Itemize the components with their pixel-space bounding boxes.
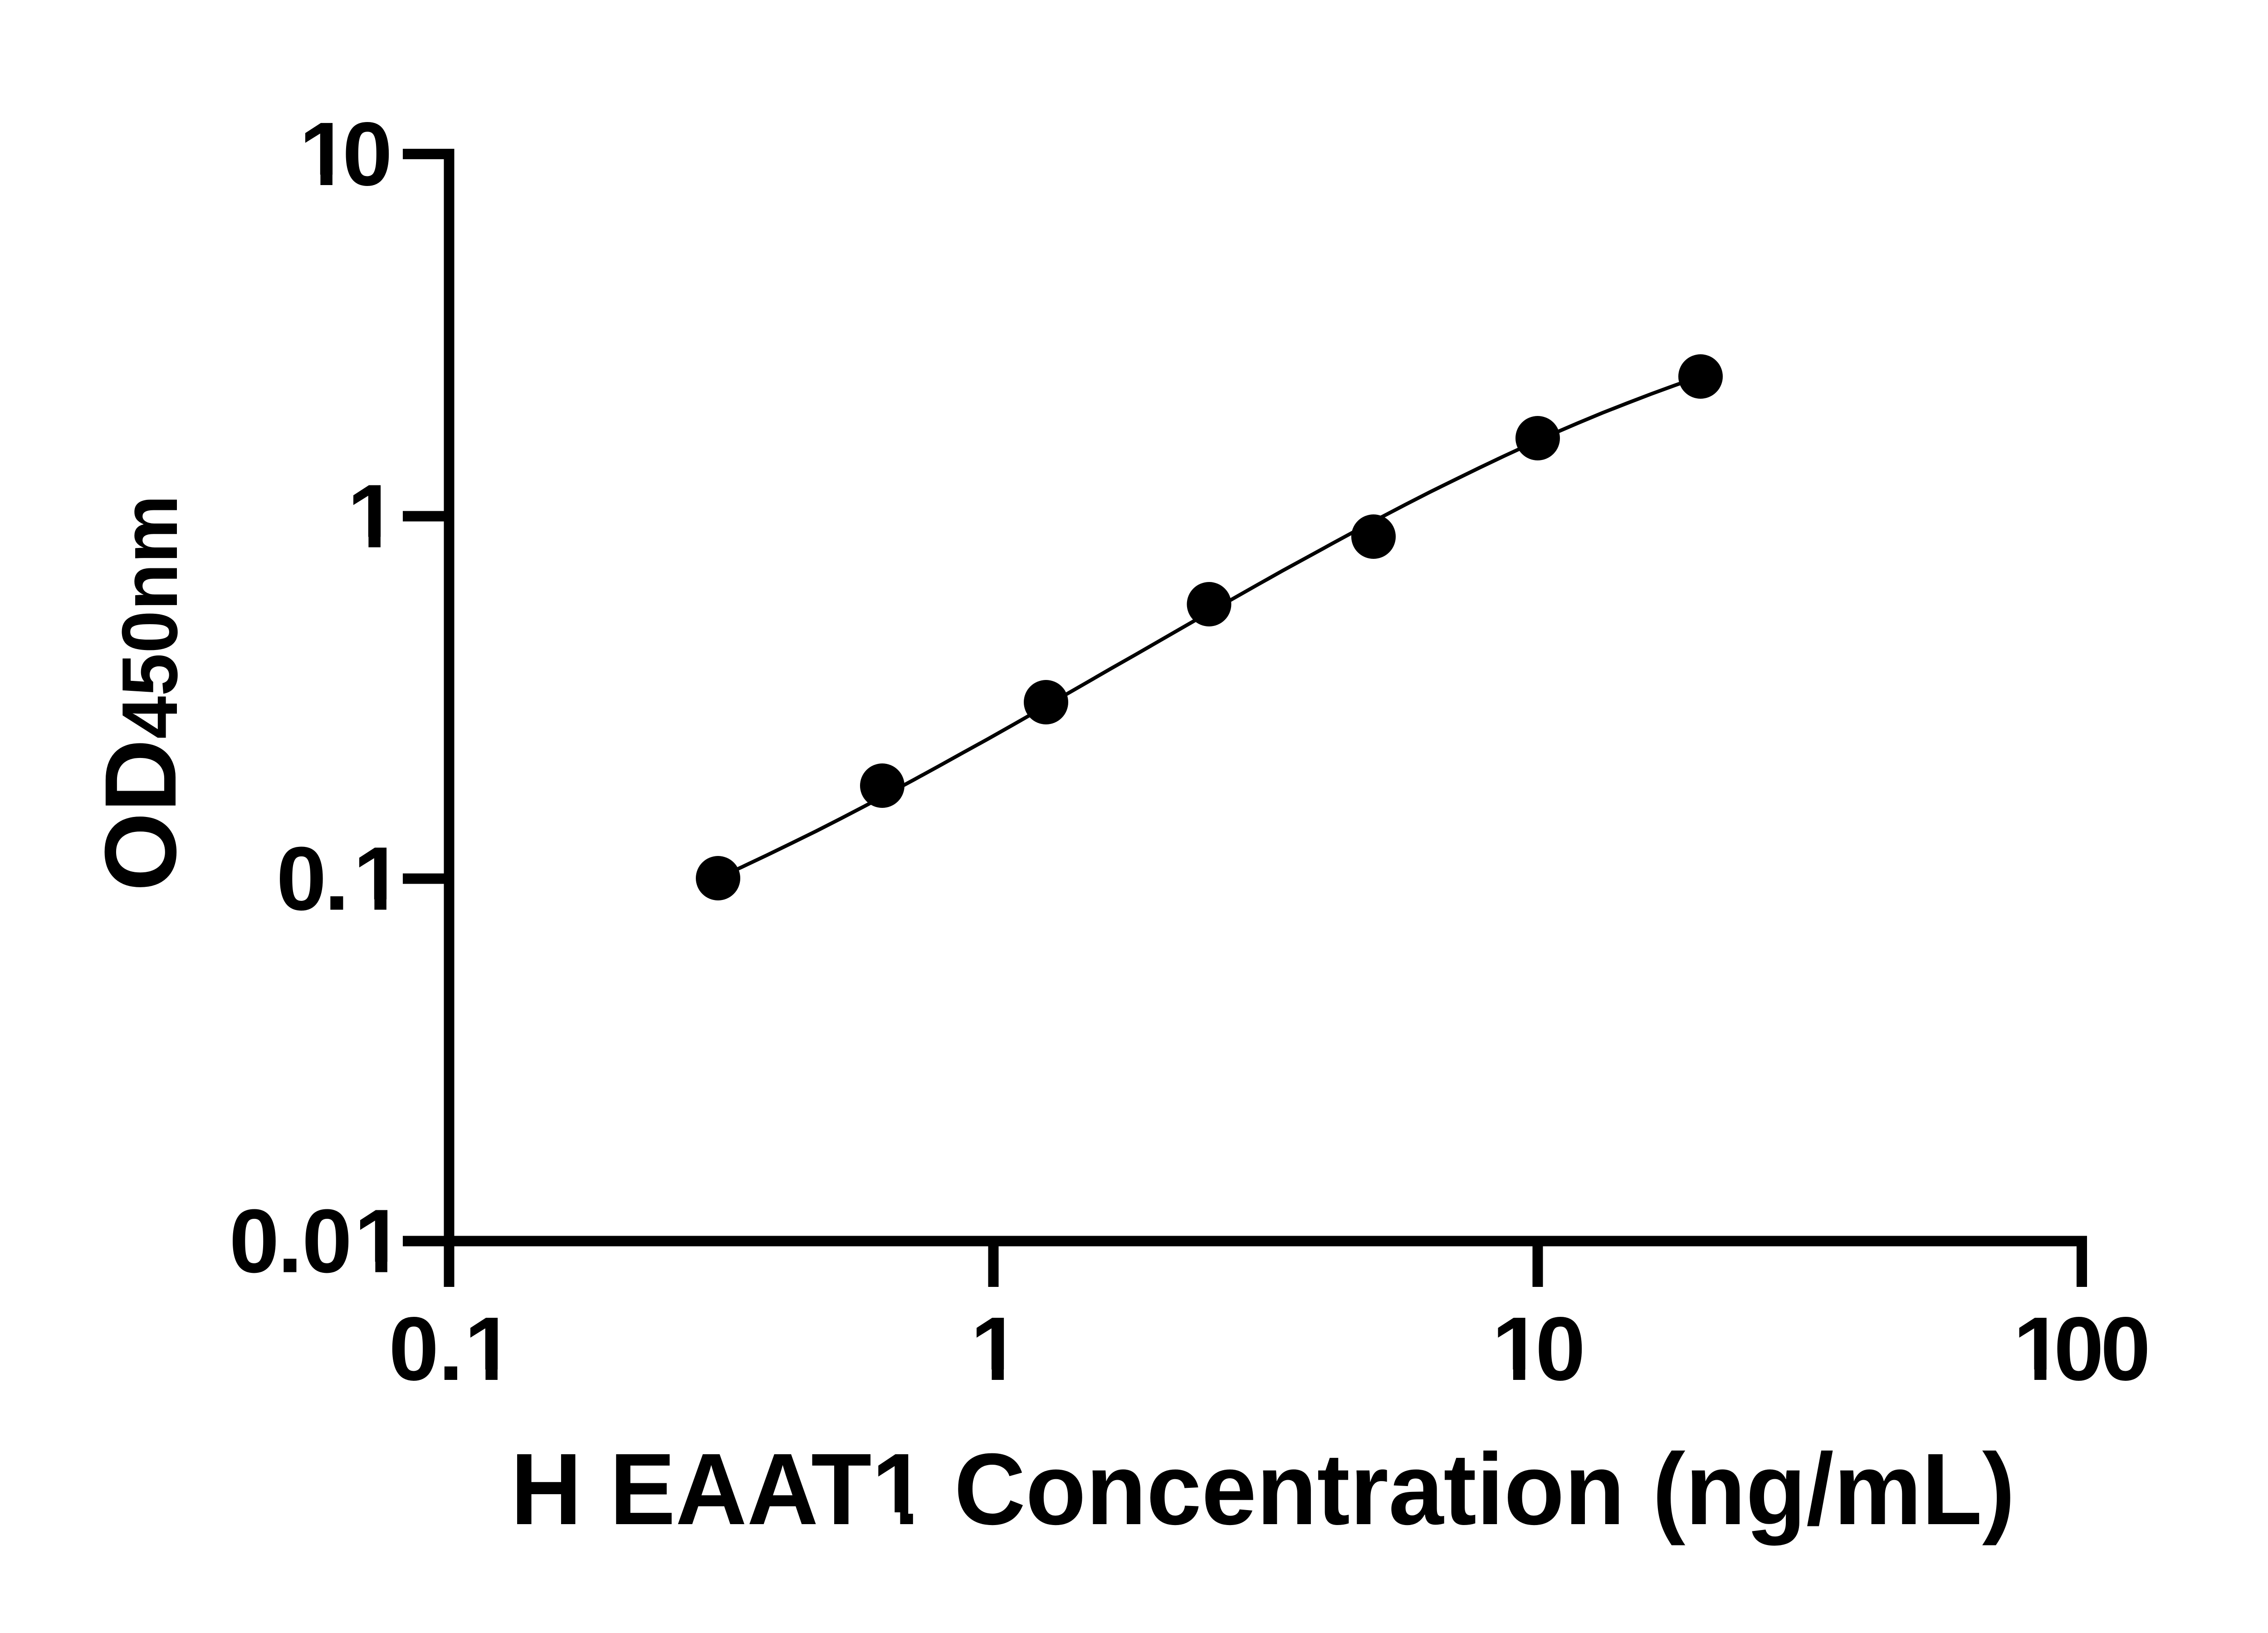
svg-text:0: 0 bbox=[2054, 1299, 2104, 1399]
svg-text:0: 0 bbox=[342, 104, 393, 205]
svg-text:0: 0 bbox=[389, 1299, 439, 1399]
svg-text:OD: OD bbox=[84, 739, 197, 891]
svg-text:.: . bbox=[278, 1191, 303, 1292]
svg-text:1: 1 bbox=[464, 1299, 514, 1399]
svg-text:0: 0 bbox=[1535, 1299, 1586, 1399]
svg-text:1: 1 bbox=[1492, 1299, 1542, 1399]
svg-text:1: 1 bbox=[2013, 1299, 2063, 1399]
svg-text:1: 1 bbox=[347, 466, 397, 567]
svg-text:450nm: 450nm bbox=[105, 495, 194, 739]
svg-text:.: . bbox=[324, 829, 349, 929]
svg-text:1: 1 bbox=[299, 104, 349, 205]
svg-text:.: . bbox=[438, 1299, 463, 1399]
svg-text:1: 1 bbox=[354, 1191, 404, 1292]
svg-text:0: 0 bbox=[2101, 1299, 2151, 1399]
svg-text:0: 0 bbox=[276, 829, 327, 929]
svg-text:1: 1 bbox=[970, 1299, 1021, 1399]
svg-text:1: 1 bbox=[353, 829, 403, 929]
svg-text:H EAAT1 Concentration (ng/mL): H EAAT1 Concentration (ng/mL) bbox=[511, 1433, 2015, 1546]
svg-text:0: 0 bbox=[229, 1191, 279, 1292]
svg-text:0: 0 bbox=[302, 1191, 352, 1292]
